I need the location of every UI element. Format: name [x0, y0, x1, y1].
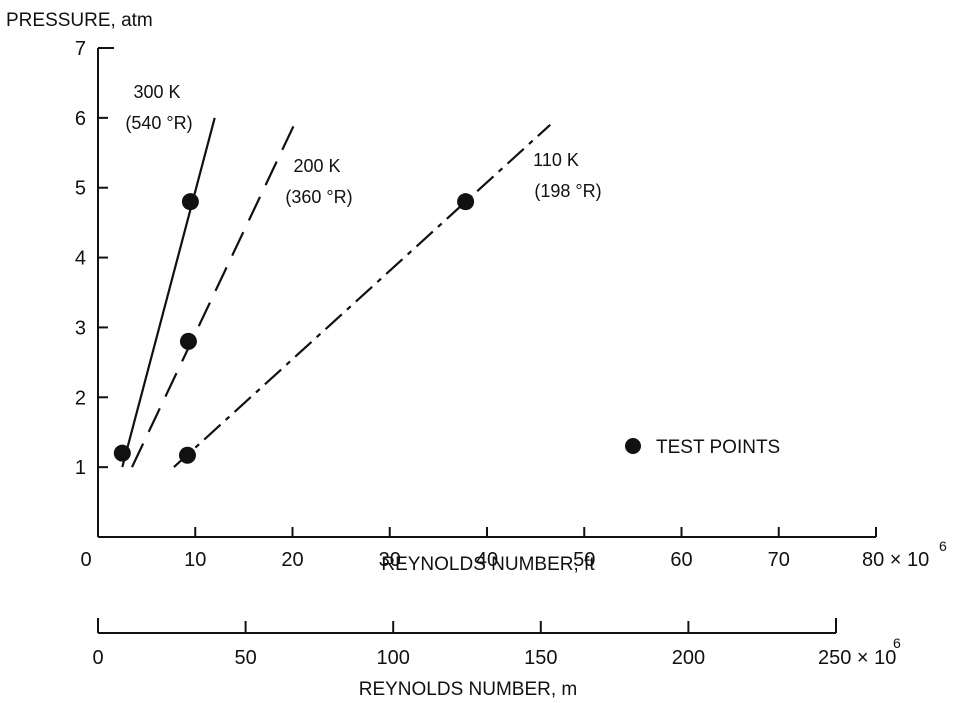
x-tick-label: 70	[768, 549, 790, 571]
series-line-2	[173, 123, 551, 468]
y-tick-label: 2	[75, 387, 86, 409]
test-point	[113, 444, 131, 462]
y-tick-label: 4	[75, 248, 86, 270]
y-tick-label: 7	[75, 38, 86, 60]
series-lines	[121, 117, 551, 468]
test-point	[178, 446, 196, 464]
series-label-300k: 300 K	[133, 82, 180, 102]
x2-ticks: 0 50 100 150 200	[92, 621, 705, 669]
y-tick-label: 1	[75, 457, 86, 479]
y-ticks: 1 2 3 4 5 6 7	[75, 38, 108, 479]
series-line-1	[131, 117, 299, 468]
x-tick-label: 50	[573, 549, 595, 571]
legend-label: TEST POINTS	[656, 437, 780, 458]
y-tick-label: 6	[75, 108, 86, 130]
x2-tick-label: 150	[524, 647, 557, 669]
x2-axis-exponent: 6	[893, 635, 901, 651]
legend: TEST POINTS	[625, 437, 780, 458]
x2-tick-label: 100	[377, 647, 410, 669]
series-sublabel-200k: (360 °R)	[285, 187, 352, 207]
test-point	[179, 332, 197, 350]
x2-axis-end-label: 250 × 10	[818, 647, 896, 669]
series-label-200k: 200 K	[293, 156, 340, 176]
series-line-0	[121, 117, 216, 468]
legend-marker-dot	[625, 438, 641, 454]
x-tick-label: 30	[379, 549, 401, 571]
x-axis-end-label: 80 × 10	[862, 549, 929, 571]
test-point	[457, 193, 475, 211]
x2-tick-label: 0	[92, 647, 103, 669]
x-tick-label: 20	[281, 549, 303, 571]
y-tick-label: 3	[75, 317, 86, 339]
x-axis-title-ft: REYNOLDS NUMBER, ft	[381, 554, 595, 575]
x-tick-label: 40	[476, 549, 498, 571]
y-axis-title: PRESSURE, atm	[6, 10, 153, 31]
x-ticks: 0 10 20 30 40 50 60 70	[80, 527, 790, 571]
series-sublabel-300k: (540 °R)	[125, 113, 192, 133]
x-tick-label: 10	[184, 549, 206, 571]
test-point	[181, 193, 199, 211]
x-tick-label: 0	[80, 549, 91, 571]
series-points	[113, 193, 475, 464]
series-sublabel-110k: (198 °R)	[534, 181, 601, 201]
x2-tick-label: 50	[234, 647, 256, 669]
series-label-110k: 110 K	[533, 150, 579, 170]
x2-tick-label: 200	[672, 647, 705, 669]
x-axis-title-m: REYNOLDS NUMBER, m	[359, 679, 578, 700]
x-tick-label: 60	[670, 549, 692, 571]
y-tick-label: 5	[75, 178, 86, 200]
x-axis-exponent: 6	[939, 538, 947, 554]
